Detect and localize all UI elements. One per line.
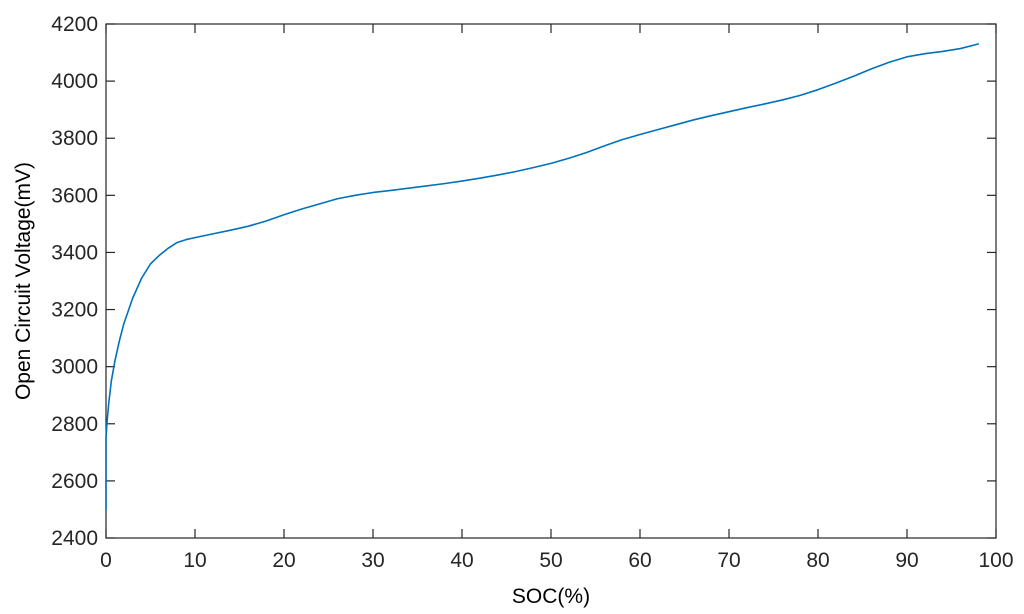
x-axis-label: SOC(%) — [512, 585, 590, 608]
y-tick-label-2: 2800 — [51, 413, 98, 436]
y-tick-label-6: 3600 — [51, 184, 98, 207]
x-tick-label-9: 90 — [895, 549, 918, 572]
y-tick-label-0: 2400 — [51, 527, 98, 550]
x-tick-label-6: 60 — [628, 549, 651, 572]
x-tick-label-7: 70 — [717, 549, 740, 572]
y-tick-label-3: 3000 — [51, 356, 98, 379]
x-tick-label-1: 10 — [183, 549, 206, 572]
x-tick-label-2: 20 — [272, 549, 295, 572]
x-tick-label-0: 0 — [100, 549, 112, 572]
x-tick-label-10: 100 — [978, 549, 1013, 572]
series-line-0 — [105, 43, 980, 511]
y-tick-label-4: 3200 — [51, 299, 98, 322]
x-tick-label-4: 40 — [450, 549, 473, 572]
y-tick-label-8: 4000 — [51, 70, 98, 93]
x-tick-label-3: 30 — [361, 549, 384, 572]
y-tick-label-5: 3400 — [51, 241, 98, 264]
x-tick-label-5: 50 — [539, 549, 562, 572]
y-tick-label-9: 4200 — [51, 13, 98, 36]
x-tick-label-8: 80 — [806, 549, 829, 572]
ticks-layer: 0 10 20 30 40 50 60 70 80 90 100 2400 2600 2800 3000 32… — [51, 13, 1013, 572]
plot-area — [105, 23, 997, 539]
series-layer — [105, 43, 980, 511]
y-tick-label-7: 3800 — [51, 127, 98, 150]
y-tick-label-1: 2600 — [51, 470, 98, 493]
y-axis-label: Open Circuit Voltage(mV) — [12, 162, 35, 400]
